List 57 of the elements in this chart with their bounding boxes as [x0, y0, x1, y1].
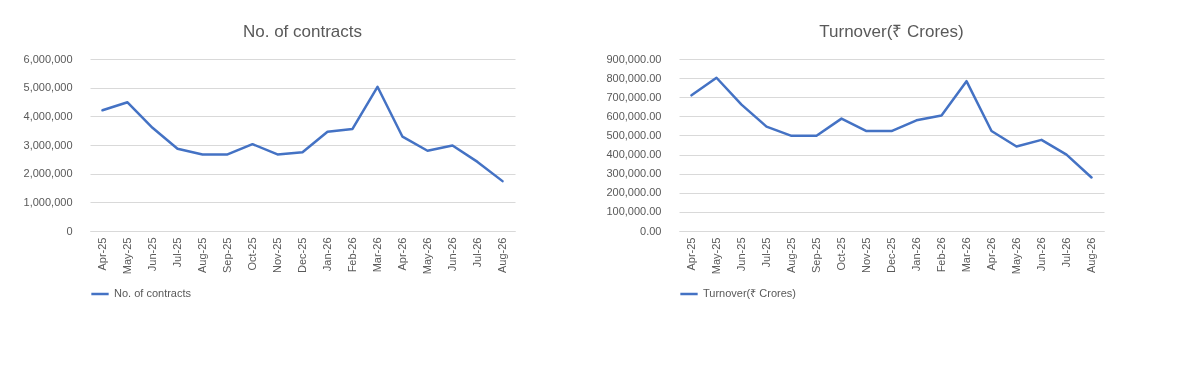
- x-tick-label: Jan-26: [910, 237, 922, 272]
- x-tick-label: Nov-25: [271, 237, 283, 273]
- y-tick-label: 900,000.00: [606, 52, 662, 65]
- y-tick-label: 600,000.00: [606, 109, 662, 122]
- y-tick-label: 0.00: [640, 224, 662, 237]
- y-tick-label: 5,000,000: [23, 81, 73, 94]
- x-tick-label: Aug-25: [785, 237, 797, 273]
- x-tick-label: Mar-26: [960, 237, 972, 273]
- y-tick-label: 4,000,000: [23, 109, 73, 122]
- y-tick-label: 400,000.00: [606, 148, 662, 161]
- x-tick-label: Nov-25: [860, 237, 872, 273]
- x-tick-label: Jun-26: [1035, 237, 1047, 272]
- x-tick-label: May-26: [421, 237, 433, 275]
- x-tick-label: Sep-25: [810, 237, 822, 273]
- y-tick-label: 800,000.00: [606, 71, 662, 84]
- x-tick-label: Jun-25: [735, 237, 747, 272]
- x-tick-label: Jul-25: [171, 237, 183, 268]
- y-tick-label: 100,000.00: [606, 205, 662, 218]
- y-tick-label: 500,000.00: [606, 128, 662, 141]
- x-tick-label: Feb-26: [935, 237, 947, 273]
- x-tick-label: Aug-25: [196, 237, 208, 273]
- x-tick-label: Mar-26: [371, 237, 383, 273]
- line-series: [101, 85, 504, 183]
- x-tick-label: May-25: [121, 237, 133, 275]
- x-tick-label: Apr-25: [96, 237, 108, 271]
- x-tick-label: Jul-26: [1060, 237, 1072, 268]
- y-tick-label: 0: [66, 224, 73, 237]
- y-tick-label: 700,000.00: [606, 90, 662, 103]
- chart-title: Turnover(₹ Crores): [819, 22, 964, 41]
- x-tick-label: Apr-26: [985, 237, 997, 271]
- legend-label: No. of contracts: [114, 287, 192, 299]
- y-tick-label: 300,000.00: [606, 167, 662, 180]
- x-tick-label: Dec-25: [296, 237, 308, 273]
- x-tick-label: Jan-26: [321, 237, 333, 272]
- legend-label: Turnover(₹ Crores): [703, 287, 796, 299]
- x-tick-label: Aug-26: [1085, 237, 1097, 273]
- line-series: [690, 76, 1093, 179]
- chart-title: No. of contracts: [242, 22, 363, 41]
- x-tick-label: Dec-25: [885, 237, 897, 273]
- x-tick-label: Jul-26: [471, 237, 483, 268]
- y-tick-label: 3,000,000: [23, 138, 73, 151]
- x-tick-label: Apr-26: [396, 237, 408, 271]
- x-tick-label: Apr-25: [685, 237, 697, 271]
- y-tick-label: 200,000.00: [606, 186, 662, 199]
- x-tick-label: Jul-25: [760, 237, 772, 268]
- y-tick-label: 1,000,000: [23, 195, 73, 208]
- x-tick-label: Sep-25: [221, 237, 233, 273]
- x-tick-label: Oct-25: [835, 237, 847, 271]
- x-tick-label: May-25: [710, 237, 722, 275]
- x-tick-label: Feb-26: [346, 237, 358, 273]
- y-tick-label: 6,000,000: [23, 52, 73, 65]
- x-tick-label: Jun-26: [446, 237, 458, 272]
- x-tick-label: Oct-25: [246, 237, 258, 271]
- y-tick-label: 2,000,000: [23, 167, 73, 180]
- x-tick-label: Jun-25: [146, 237, 158, 272]
- x-tick-label: May-26: [1010, 237, 1022, 275]
- x-tick-label: Aug-26: [496, 237, 508, 273]
